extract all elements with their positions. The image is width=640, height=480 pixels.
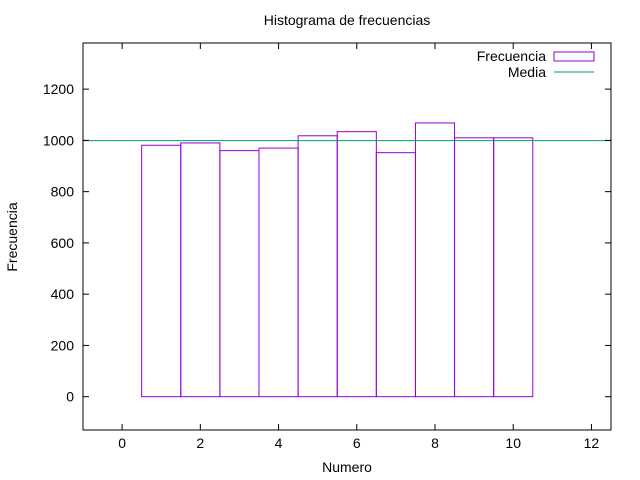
histogram-bar-10 (493, 137, 534, 398)
legend: Frecuencia Media (477, 48, 595, 80)
histogram-bar-3 (219, 150, 260, 398)
legend-swatch-frecuencia (553, 51, 595, 62)
x-tick-label: 6 (353, 435, 361, 451)
histogram-bar-9 (454, 137, 495, 398)
x-tick-label: 12 (584, 435, 600, 451)
x-tick-label: 4 (275, 435, 283, 451)
histogram-bar-4 (258, 147, 299, 398)
histogram-bar-1 (141, 144, 182, 398)
legend-label-frecuencia: Frecuencia (477, 48, 546, 64)
axis-ticks: 0 2 4 6 8 10 12 0 200 400 600 800 1000 1200 (43, 43, 611, 451)
legend-label-media: Media (508, 64, 546, 80)
histogram-bar-8 (414, 122, 456, 398)
y-tick-label: 200 (51, 337, 75, 353)
histogram-bar-5 (297, 135, 338, 398)
y-tick-label: 600 (51, 235, 75, 251)
histogram-bar-7 (375, 152, 416, 398)
y-axis-label: Frecuencia (4, 202, 20, 271)
x-tick-label: 10 (505, 435, 521, 451)
chart-title: Histograma de frecuencias (264, 12, 431, 28)
y-tick-label: 800 (51, 184, 75, 200)
plot-area (83, 122, 611, 398)
x-tick-label: 0 (118, 435, 126, 451)
x-tick-label: 2 (196, 435, 204, 451)
histogram-bar-2 (180, 142, 221, 398)
plot-frame (82, 42, 612, 431)
y-tick-label: 1200 (43, 81, 74, 97)
histogram-bar-6 (336, 131, 377, 398)
y-tick-label: 1000 (43, 132, 74, 148)
y-tick-label: 0 (66, 389, 74, 405)
x-axis-label: Numero (322, 459, 372, 475)
x-tick-label: 8 (431, 435, 439, 451)
y-tick-label: 400 (51, 286, 75, 302)
